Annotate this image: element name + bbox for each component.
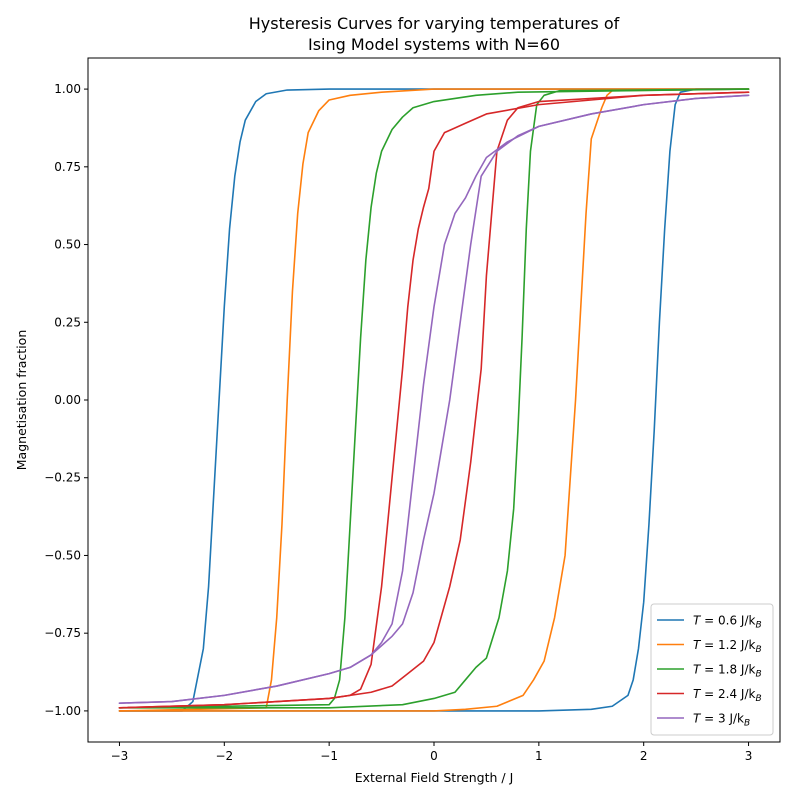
x-axis: −3 −2 −1 0 1 2 3 xyxy=(111,742,753,763)
x-tick-label: 1 xyxy=(535,749,543,763)
legend-entry-label: T = 2.4 J/kB xyxy=(693,687,762,704)
x-tick-label: 0 xyxy=(430,749,438,763)
x-axis-label: External Field Strength / J xyxy=(355,770,514,785)
legend-box xyxy=(650,603,774,736)
y-tick-label: 1.00 xyxy=(54,82,81,96)
series-line-3-backward xyxy=(118,94,750,704)
y-tick-label: −1.00 xyxy=(44,704,81,718)
legend-entry-label: T = 0.6 J/kB xyxy=(693,614,762,631)
x-tick-label: 2 xyxy=(640,749,648,763)
legend-entry-label: T = 1.8 J/kB xyxy=(693,663,762,680)
y-axis: 1.00 0.75 0.50 0.25 0.00 −0.25 −0.50 −0.75 −1.00 xyxy=(44,82,88,718)
x-tick-label: 3 xyxy=(745,749,753,763)
y-tick-label: 0.75 xyxy=(54,160,81,174)
legend-entry-label: T = 3 J/kB xyxy=(693,712,750,729)
x-tick-label: −1 xyxy=(320,749,338,763)
legend-entry-label: T = 1.2 J/kB xyxy=(693,638,762,655)
y-tick-label: −0.50 xyxy=(44,548,81,562)
legend: T = 0.6 J/kB T = 1.2 J/kB T = 1.8 J/kB T = … xyxy=(650,603,774,736)
series-line-1-8-forward xyxy=(118,88,750,709)
series-line-2-4-backward xyxy=(118,91,750,709)
y-tick-label: 0.00 xyxy=(54,393,81,407)
y-axis-label: Magnetisation fraction xyxy=(14,330,29,470)
series-line-1-2-backward xyxy=(118,88,750,712)
chart-title-line1: Hysteresis Curves for varying temperatur… xyxy=(249,14,620,33)
x-tick-label: −3 xyxy=(111,749,129,763)
y-tick-label: 0.50 xyxy=(54,238,81,252)
plot-lines xyxy=(118,88,750,712)
series-line-0-6-forward xyxy=(118,88,750,712)
series-line-1-2-forward xyxy=(118,88,750,712)
chart-title-line2: Ising Model systems with N=60 xyxy=(308,35,560,54)
y-tick-label: 0.25 xyxy=(54,315,81,329)
y-tick-label: −0.25 xyxy=(44,471,81,485)
y-tick-label: −0.75 xyxy=(44,626,81,640)
x-tick-label: −2 xyxy=(215,749,233,763)
